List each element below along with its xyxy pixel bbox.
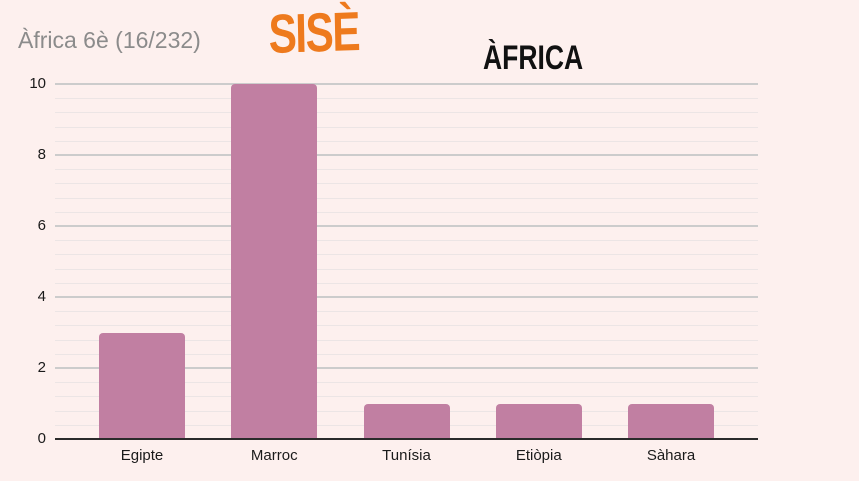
bar-marroc[interactable] xyxy=(231,84,318,439)
y-axis-labels: 0 2 4 6 8 10 xyxy=(0,75,46,447)
x-tick-label: Etiòpia xyxy=(515,447,562,464)
minor-gridline xyxy=(55,325,758,327)
x-tick-label: Marroc xyxy=(250,447,298,464)
bar-sahara[interactable] xyxy=(628,403,714,439)
minor-gridline xyxy=(55,98,758,100)
minor-gridline xyxy=(55,382,758,384)
minor-gridline xyxy=(55,126,758,128)
minor-gridline xyxy=(55,197,758,199)
major-gridline xyxy=(55,367,758,369)
sise-logo: SISÈ xyxy=(267,0,360,65)
minor-gridline xyxy=(55,268,758,270)
bar-chart-plot-area xyxy=(55,83,758,440)
minor-gridline xyxy=(55,282,758,284)
minor-gridline xyxy=(55,240,758,242)
bar-tunisia[interactable] xyxy=(363,403,450,439)
minor-gridline xyxy=(55,169,758,171)
minor-gridline xyxy=(55,211,758,213)
bar-etiopia[interactable] xyxy=(495,403,582,439)
major-gridline xyxy=(55,154,758,156)
page-title: Àfrica 6è (16/232) xyxy=(18,27,201,53)
y-tick-label: 8 xyxy=(37,146,46,163)
bar-egipte[interactable] xyxy=(99,332,185,439)
major-gridline xyxy=(55,83,758,85)
minor-gridline xyxy=(55,396,758,398)
minor-gridline xyxy=(55,311,758,313)
minor-gridline xyxy=(55,183,758,185)
x-axis-line xyxy=(55,438,758,440)
y-tick-label: 0 xyxy=(37,430,46,447)
minor-gridline xyxy=(55,353,758,355)
major-gridline xyxy=(55,225,758,227)
y-tick-label: 10 xyxy=(29,75,46,92)
minor-gridline xyxy=(55,140,758,142)
y-tick-label: 4 xyxy=(37,288,46,305)
x-tick-label: Sàhara xyxy=(646,447,696,464)
chart-heading: ÀFRICA xyxy=(483,39,584,77)
x-axis-labels: Egipte Marroc Tunísia Etiòpia Sàhara xyxy=(55,447,758,471)
y-tick-label: 6 xyxy=(37,217,46,234)
x-tick-label: Egipte xyxy=(120,447,164,464)
minor-gridline xyxy=(55,254,758,256)
y-tick-label: 2 xyxy=(37,359,46,376)
minor-gridline xyxy=(55,112,758,114)
major-gridline xyxy=(55,296,758,298)
minor-gridline xyxy=(55,339,758,341)
x-tick-label: Tunísia xyxy=(382,447,431,464)
